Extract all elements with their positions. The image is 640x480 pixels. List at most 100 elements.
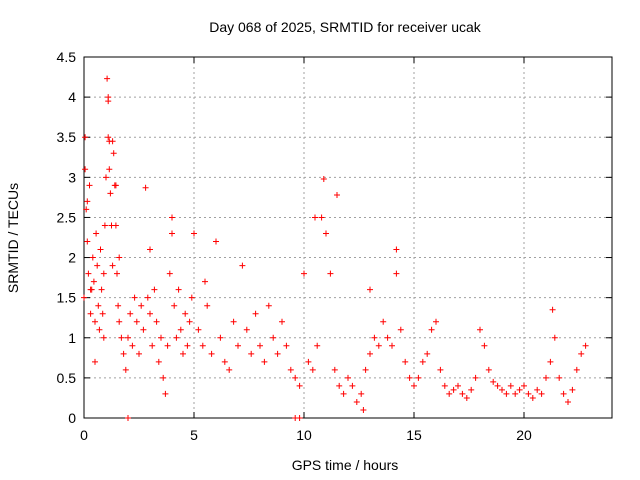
data-point [323,230,329,237]
data-point [428,326,435,333]
data-point [406,374,413,381]
data-point [565,398,571,405]
data-point [292,374,299,381]
data-point [521,382,527,389]
data-point [171,302,178,309]
data-point [499,386,505,393]
data-point [84,238,91,245]
data-point [89,254,96,261]
data-point [155,358,162,365]
data-point [287,366,294,373]
data-point [93,230,100,237]
data-point [133,318,140,325]
data-point [375,342,382,349]
data-point [92,318,98,325]
data-point [109,262,116,269]
data-point [415,374,422,381]
data-point [162,390,169,397]
data-point [529,394,536,401]
data-point [83,206,90,213]
data-point [389,342,395,349]
data-point [525,390,532,397]
data-point [437,366,444,373]
data-point [512,390,519,397]
y-tick-label: 4.5 [57,49,77,65]
data-point [516,386,523,393]
data-point [309,366,316,373]
data-point [578,350,585,357]
data-point [468,386,475,393]
data-point [96,326,103,333]
data-point [182,310,189,317]
data-point [582,342,589,349]
data-point [221,358,228,365]
data-point [380,318,387,325]
data-point [115,302,122,309]
data-point [230,318,237,325]
data-point [463,394,470,401]
data-point [81,294,87,301]
data-point [345,374,351,381]
data-point [118,334,125,341]
data-point [336,382,343,389]
data-point [98,286,105,293]
x-tick-label: 5 [190,427,198,443]
data-point [151,286,158,293]
data-point [149,342,156,349]
grid-lines [84,57,612,418]
data-point [424,350,431,357]
data-point [184,342,191,349]
data-point [358,390,365,397]
data-point [472,374,479,381]
data-point [105,98,112,105]
data-point [95,302,102,309]
data-point [129,342,136,349]
data-point [314,342,321,349]
data-point [92,358,98,365]
data-point [131,294,138,301]
data-point [556,374,563,381]
axis-ticks: 0 0.5 1 1.5 2 2.5 3 3.5 4 4.5 0 5 10 15 20 [57,49,612,443]
data-point [142,184,149,191]
data-point [270,334,277,341]
data-point [573,366,580,373]
data-point [481,342,488,349]
data-point [136,350,142,357]
data-point [114,270,120,277]
data-point [503,390,510,397]
data-point [105,134,112,141]
data-point [125,334,131,341]
data-point [331,366,338,373]
data-point [199,342,206,349]
data-point [549,306,556,313]
data-point [109,138,116,145]
data-point [402,358,409,365]
data-point [144,294,151,301]
data-point [112,222,119,229]
data-point [213,238,219,245]
data-point [94,262,101,269]
data-point [320,175,327,182]
data-point [112,182,119,189]
data-point [239,262,246,269]
data-point [87,310,94,317]
x-tick-label: 10 [296,427,312,443]
data-point [393,270,400,277]
x-tick-label: 15 [406,427,422,443]
data-point [446,390,453,397]
data-point [191,230,197,237]
y-tick-label: 0.5 [57,370,77,386]
data-point [235,342,241,349]
data-point [371,334,378,341]
data-point [551,334,558,341]
data-point [186,318,193,325]
data-point [103,174,109,181]
data-point [327,270,334,277]
data-point [106,166,113,173]
data-point [261,358,268,365]
data-point [99,310,106,317]
data-point [175,286,182,293]
data-point [296,382,303,389]
data-point [85,270,92,277]
